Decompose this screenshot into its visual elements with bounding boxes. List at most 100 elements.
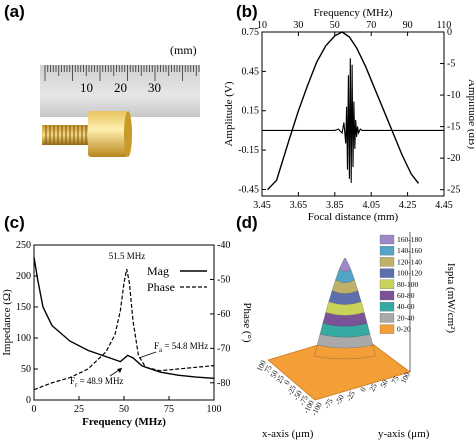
y-tick-label: -25 [344,389,357,402]
x-tick-label: 25 [274,373,286,384]
y-tick-label: -75 [322,397,335,410]
legend-swatch [379,257,395,267]
legend-swatch [379,246,395,256]
legend-label: 120-140 [397,257,422,266]
y-right-tick-label: -70 [217,343,230,354]
x-tick-label: 4.05 [362,200,380,211]
y-left-axis-label: Impedance (Ω) [1,289,13,356]
y-left-tick-label: -0.15 [238,145,259,156]
x-axis-label: Focal distance (mm) [308,211,399,223]
y-right-tick-label: -60 [217,309,230,320]
top-x-tick-label: 110 [437,20,452,31]
legend-label: 140-160 [397,246,422,255]
x-axis-label: x-axis (μm) [262,428,314,440]
x-tick-label: 0 [282,378,292,386]
legend-label: 160-180 [397,235,422,244]
x-tick-label: 3.85 [326,200,344,211]
y-right-tick-label: -20 [447,153,460,164]
panel-label-a: (a) [4,2,25,21]
series-phase-line [33,268,215,391]
y-right-axis-label: Amplitude (dB) [466,79,474,149]
y-left-tick-label: 50 [21,364,31,375]
legend-label: 0-20 [397,325,411,334]
top-x-tick-label: 90 [403,20,413,31]
y-left-tick-label: 0 [26,395,31,406]
y-left-tick-label: 100 [16,333,31,344]
x-tick-label: 75 [164,404,174,415]
top-x-tick-label: 10 [257,20,267,31]
legend-label: 60-80 [397,291,415,300]
legend-swatch [379,313,395,323]
annotation-fa: Fa = 54.8 MHz [154,341,208,354]
y-left-tick-label: -0.45 [238,184,259,195]
y-right-tick-label: -15 [447,122,460,133]
y-right-tick-label: 0 [447,27,452,38]
x-tick-label: 25 [74,404,84,415]
x-tick-label: 75 [262,363,274,374]
y-right-tick-label: -40 [217,240,230,251]
y-right-tick-label: -80 [217,378,230,389]
annotation-fr-arrowhead [117,368,122,373]
ruler-number-10: 10 [80,80,93,95]
top-x-axis-label: Frequency (MHz) [313,7,392,19]
x-tick-label: 3.65 [290,200,308,211]
y-right-tick-label: -5 [447,59,455,70]
panel-label-b: (b) [236,2,258,21]
frequency-spectrum-line [266,31,420,191]
legend-label: 100-120 [397,269,422,278]
x-tick-label: -25 [285,383,298,396]
y-left-axis-label: Amplitude (V) [223,81,235,146]
annotation-fr: Fr = 48.9 MHz [70,376,123,389]
x-tick-label: 4.45 [435,200,453,211]
x-tick-label: 50 [119,404,129,415]
annotation-fa-pointer [138,351,157,359]
y-left-tick-label: 0.15 [242,106,260,117]
panel-label-d: (d) [236,213,258,232]
legend-label: 20-40 [397,313,415,322]
ruler-number-20: 20 [114,80,127,95]
legend-swatch [379,268,395,278]
y-left-tick-label: 250 [16,240,31,251]
y-right-tick-label: -50 [217,274,230,285]
legend-swatch [379,279,395,289]
y-tick-label: 50 [378,378,390,389]
y-left-tick-label: 0.45 [242,66,260,77]
series-mag-line [33,257,215,379]
y-left-tick-label: 0.75 [242,27,260,38]
y-left-tick-label: 150 [16,302,31,313]
legend-phase-label: Phase [147,280,175,294]
panel-label-c: (c) [4,213,25,232]
legend-label: 40-60 [397,302,415,311]
y-right-tick-label: -25 [447,185,460,196]
y-axis-label: y-axis (μm) [378,428,430,440]
top-x-tick-label: 30 [293,20,303,31]
legend-swatch [379,234,395,245]
y-tick-label: 25 [367,382,379,393]
x-tick-label: -75 [297,393,310,406]
y-left-tick-label: 200 [16,271,31,282]
x-tick-label: 3.45 [253,200,271,211]
legend-swatch [379,302,395,312]
x-tick-label: 0 [32,404,37,415]
legend-swatch [379,324,395,334]
legend-swatch [379,290,395,301]
legend-mag-label: Mag [147,264,169,278]
y-tick-label: 75 [389,374,401,385]
top-x-tick-label: 70 [366,20,376,31]
annotation-peak-frequency: 51.5 MHz [109,251,146,261]
top-x-tick-label: 50 [330,20,340,31]
surface-band [339,257,351,273]
transducer-photo-drawing [40,65,200,163]
z-axis-label: Ispta (mW/cm²) [445,263,457,334]
x-axis-label: Frequency (MHz) [82,416,166,428]
y-right-axis-label: Phase (°) [241,302,253,342]
x-tick-label: 100 [207,404,222,415]
ruler-number-30: 30 [148,80,161,95]
x-tick-label: -50 [291,388,304,401]
y-right-tick-label: -10 [447,90,460,101]
legend-label: 80-100 [397,280,418,289]
plot-frame [261,31,445,197]
x-tick-label: 4.25 [399,200,417,211]
